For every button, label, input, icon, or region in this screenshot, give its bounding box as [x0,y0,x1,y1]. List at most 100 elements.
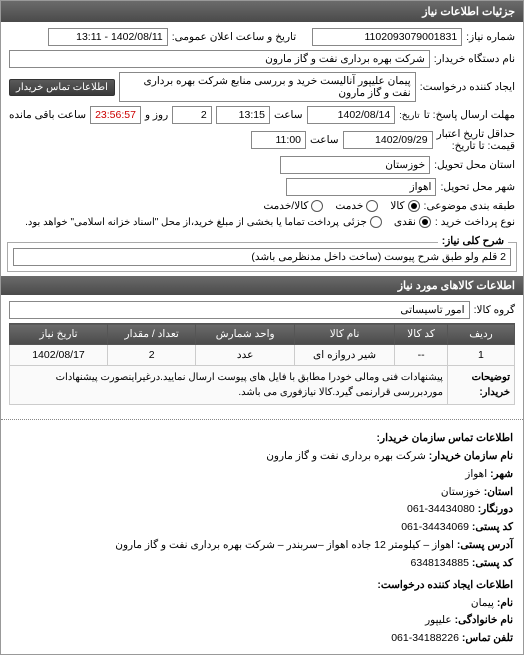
items-section-header: اطلاعات کالاهای مورد نیاز [1,276,523,295]
cell-name: شیر دروازه ای [294,345,394,366]
radio-cash-label: نقدی [394,216,416,228]
cell-unit: عدد [196,345,295,366]
notes-label-cell: توضیحات خریدار: [447,366,514,405]
cell-date: 1402/08/17 [10,345,108,366]
description-fieldset: شرح کلی نیاز: 2 قلم ولو طبق شرح پیوست (س… [7,242,517,272]
cell-qty: 2 [108,345,196,366]
contact-city-label: شهر: [490,468,513,480]
public-announce-label: تاریخ و ساعت اعلان عمومی: [172,31,296,43]
validity-time: 11:00 [251,131,306,149]
remaining-days-label: روز و [145,109,168,121]
countdown-timer: 23:56:57 [90,106,141,124]
fax-value: 34434080-061 [407,503,475,515]
table-notes-row: توضیحات خریدار: پیشنهادات فنی ومالی خودر… [10,366,515,405]
th-qty: تعداد / مقدار [108,324,196,345]
contact-info-block: اطلاعات تماس سازمان خریدار: نام سازمان خ… [1,424,523,654]
remaining-label: ساعت باقی مانده [9,109,86,121]
contact-city-value: اهواز [465,468,487,480]
radio-kala-khadmat-label: کالا/خدمت [263,200,308,212]
radio-cash[interactable]: نقدی [394,216,431,228]
fax-label: دورنگار: [478,503,513,515]
city-value: اهواز [286,178,436,196]
th-date: تاریخ نیاز [10,324,108,345]
payment-radio-group: نقدی جزئی [343,216,431,228]
details-window: جزئیات اطلاعات نیاز شماره نیاز: 11020930… [0,0,524,655]
deadline-label-2: تاریخ: [399,110,419,121]
group-value: امور تاسیساتی [9,301,470,319]
postcode-label: کد پستی: [472,521,513,533]
th-name: نام کالا [294,324,394,345]
remaining-days: 2 [172,106,212,124]
creator-title: اطلاعات ایجاد کننده درخواست: [11,577,513,595]
divider [1,419,523,420]
city-label: شهر محل تحویل: [440,181,515,193]
radio-khadmat[interactable]: خدمت [335,200,378,212]
window-titlebar: جزئیات اطلاعات نیاز [1,1,523,22]
validity-date: 1402/09/29 [343,131,433,149]
postbox-value: 6348134885 [411,557,469,569]
radio-khadmat-label: خدمت [335,200,363,212]
province-label: استان محل تحویل: [434,159,515,171]
contact-info-button[interactable]: اطلاعات تماس خریدار [9,79,115,96]
request-no-value: 1102093079001831 [312,28,462,46]
address-value: اهواز – کیلومتر 12 جاده اهواز –سربندر – … [115,539,454,551]
name-label: نام: [497,597,513,609]
table-header-row: ردیف کد کالا نام کالا واحد شمارش تعداد /… [10,324,515,345]
name-value: پیمان [471,597,494,609]
lastname-label: نام خانوادگی: [455,614,513,626]
th-row: ردیف [447,324,514,345]
description-label: شرح کلی نیاز: [438,235,508,247]
radio-kala-khadmat[interactable]: کالا/خدمت [263,200,323,212]
radio-partial-label: جزئی [343,216,367,228]
description-value: 2 قلم ولو طبق شرح پیوست (ساخت داخل مدنظر… [13,248,511,266]
radio-icon [419,216,431,228]
cell-code: -- [395,345,448,366]
request-creator-value: پیمان علیپور آنالیست خرید و بررسی منابع … [119,72,416,102]
contact-title: اطلاعات تماس سازمان خریدار: [11,430,513,448]
validity-time-label: ساعت [310,134,339,146]
radio-icon [366,200,378,212]
lastname-value: علیپور [425,614,452,626]
postbox-label: کد پستی: [472,557,513,569]
radio-icon [370,216,382,228]
payment-note: پرداخت تماما یا بخشی از مبلغ خرید،از محل… [25,217,339,228]
payment-label: نوع پرداخت خرید : [435,216,515,228]
province-value: خوزستان [280,156,430,174]
radio-kala-label: کالا [390,200,404,212]
deadline-date: 1402/08/14 [307,106,396,124]
phone-value: 34188226-061 [391,632,459,644]
category-radio-group: کالا خدمت کالا/خدمت [263,200,419,212]
validity-label-1: حداقل تاریخ اعتبار [437,128,515,140]
notes-cell: پیشنهادات فنی ومالی خودرا مطابق با فایل … [10,366,448,405]
deadline-time-label: ساعت [274,109,303,121]
radio-icon [408,200,420,212]
window-title: جزئیات اطلاعات نیاز [422,6,515,18]
items-section: گروه کالا: امور تاسیساتی ردیف کد کالا نا… [1,295,523,415]
buyer-device-value: شرکت بهره برداری نفت و گاز مارون [9,50,430,68]
th-unit: واحد شمارش [196,324,295,345]
radio-icon [311,200,323,212]
items-table: ردیف کد کالا نام کالا واحد شمارش تعداد /… [9,323,515,405]
notes-label: توضیحات خریدار: [472,372,510,398]
org-label: نام سازمان خریدار: [429,450,513,462]
request-creator-label: ایجاد کننده درخواست: [420,81,515,93]
header-section: شماره نیاز: 1102093079001831 تاریخ و ساع… [1,22,523,238]
postcode-value: 34434069-061 [401,521,469,533]
buyer-device-label: نام دستگاه خریدار: [434,53,515,65]
contact-province-value: خوزستان [441,486,481,498]
validity-label-2: قیمت: تا تاریخ: [437,140,515,152]
category-label: طبقه بندی موضوعی: [424,200,515,212]
deadline-time: 13:15 [216,106,270,124]
address-label: آدرس پستی: [457,539,513,551]
request-no-label: شماره نیاز: [466,31,515,43]
contact-province-label: استان: [484,486,513,498]
public-announce-value: 1402/08/11 - 13:11 [48,28,168,46]
table-row: 1 -- شیر دروازه ای عدد 2 1402/08/17 [10,345,515,366]
group-label: گروه کالا: [474,304,515,316]
radio-kala[interactable]: کالا [390,200,419,212]
org-value: شرکت بهره برداری نفت و گاز مارون [266,450,426,462]
phone-label: تلفن تماس: [462,632,513,644]
radio-partial[interactable]: جزئی [343,216,382,228]
deadline-label-1: مهلت ارسال پاسخ: تا [424,109,515,121]
cell-row: 1 [447,345,514,366]
